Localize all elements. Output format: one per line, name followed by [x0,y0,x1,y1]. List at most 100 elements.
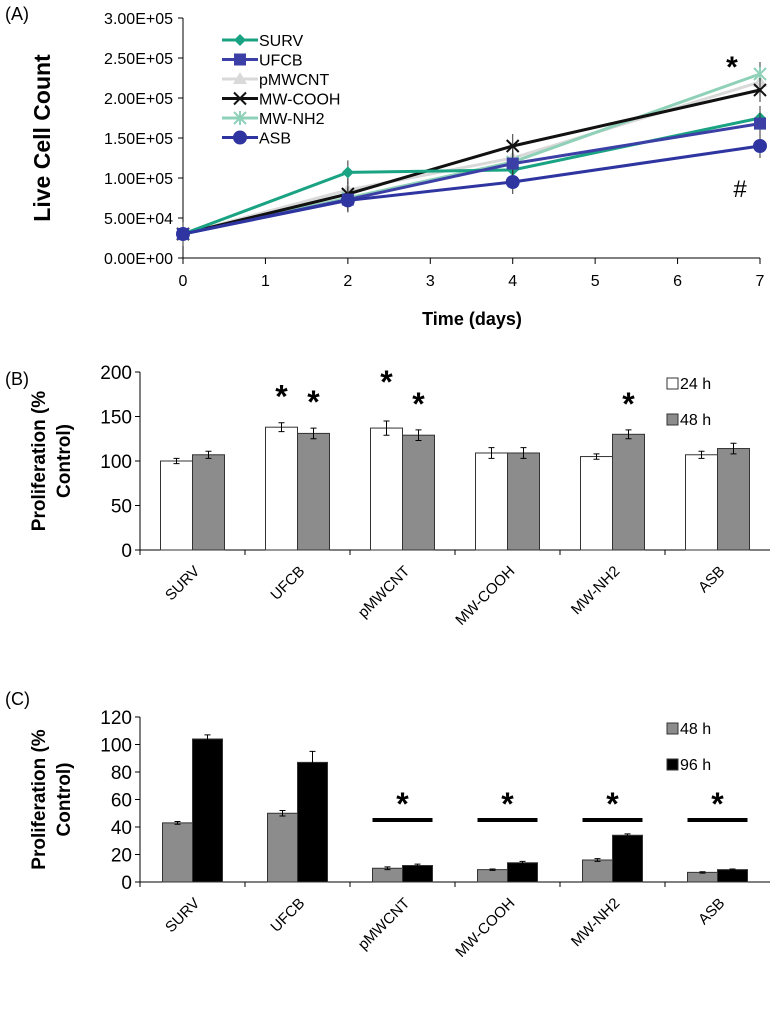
error-bar [414,863,421,868]
error-bar [699,871,706,874]
bar-48 h [267,812,298,883]
x-axis-label: Time (days) [422,309,522,329]
bar-24 h [475,452,508,551]
error-bar [594,858,601,862]
y-tick-label: 2.00E+05 [104,91,173,108]
legend-label: UFCB [259,53,303,70]
bar-96 h [507,862,538,883]
bar-48 h [582,859,613,883]
legend-label: 96 h [680,757,711,774]
y-tick-label: 150 [100,408,132,429]
legend-swatch [666,377,679,390]
bar-48 h [612,433,645,551]
y-tick-label: 1.50E+05 [104,131,173,148]
error-bar [730,442,737,455]
legend-marker [233,111,247,125]
legend-label: MW-COOH [259,92,340,109]
y-tick-label: 100 [100,452,132,473]
error-bar [205,450,212,459]
error-bar [309,750,316,774]
bar-48 h [402,434,435,551]
y-tick-label: 120 [100,708,132,729]
error-bar [278,422,285,433]
x-tick-label: 1 [261,273,270,290]
y-tick-label: 3.00E+05 [104,11,173,28]
error-bar [488,447,495,459]
error-bar [173,457,180,465]
x-tick-label: MW-COOH [452,895,518,961]
y-tick-label: 40 [111,818,132,839]
x-tick-label: ASB [695,895,728,928]
data-point-ASB [505,175,520,189]
y-tick-label: 5.00E+04 [104,211,173,228]
panel-label: (C) [5,689,30,709]
error-bar [384,866,391,871]
bar-96 h [402,865,433,883]
error-bar [520,447,527,459]
error-bar [624,833,631,838]
legend-label: MW-NH2 [259,111,325,128]
y-axis-label-line1: Proliferation (% [29,729,50,870]
legend-label: pMWCNT [259,72,329,89]
y-axis-label-line1: Proliferation (% [29,391,50,532]
bar-24 h [370,427,403,551]
x-tick-label: 2 [343,273,352,290]
y-tick-label: 100 [100,736,132,757]
bar-48 h [162,822,193,883]
legend-marker [234,53,246,66]
bar-96 h [297,761,328,883]
y-axis-label: Live Cell Count [29,54,55,222]
data-point-SURV [341,166,354,179]
x-tick-label: MW-COOH [452,563,518,629]
error-bar [489,868,496,871]
x-tick-label: UFCB [267,895,308,936]
legend-marker [233,91,247,106]
bar-24 h [160,460,193,551]
bar-24 h [685,454,718,551]
y-tick-label: 1.00E+05 [104,171,173,188]
legend-swatch [666,413,679,426]
series-line-ASB [182,144,761,236]
x-tick-label: 0 [179,273,188,290]
legend-swatch [666,722,679,735]
x-tick-label: MW-NH2 [568,563,623,618]
legend-label: 48 h [680,721,711,738]
legend-label: 24 h [680,376,711,393]
y-tick-label: 50 [111,497,132,518]
significance-star: * [622,386,635,422]
x-tick-label: 4 [508,273,517,290]
y-tick-label: 80 [111,763,132,784]
data-point-UFCB [754,117,766,130]
error-bar [729,868,736,871]
bar-48 h [507,452,540,551]
bar-24 h [580,456,613,551]
x-tick-label: 3 [426,273,435,290]
x-tick-label: pMWCNT [355,563,414,622]
bar-48 h [477,869,508,883]
bar-96 h [717,869,748,883]
data-point-ASB [340,193,355,208]
significance-star: * [412,386,425,422]
panel-label: (B) [5,369,29,389]
y-tick-label: 0 [121,541,132,562]
legend-swatch [666,758,679,771]
data-point-UFCB [506,157,519,170]
data-point-ASB [176,227,190,241]
y-tick-label: 200 [100,363,132,384]
y-tick-label: 20 [111,846,132,867]
error-bar [310,427,317,440]
significance-star: * [711,786,724,822]
significance-star: * [501,786,514,822]
legend-marker [233,72,247,84]
error-bar [698,450,705,459]
significance-star: * [307,384,320,420]
bar-48 h [717,448,750,551]
x-tick-label: ASB [695,563,728,596]
y-tick-label: 0 [121,873,132,894]
data-point-MW-COOH [506,139,520,153]
x-tick-label: 7 [756,273,765,290]
bar-48 h [192,454,225,551]
significance-star: * [726,51,738,84]
